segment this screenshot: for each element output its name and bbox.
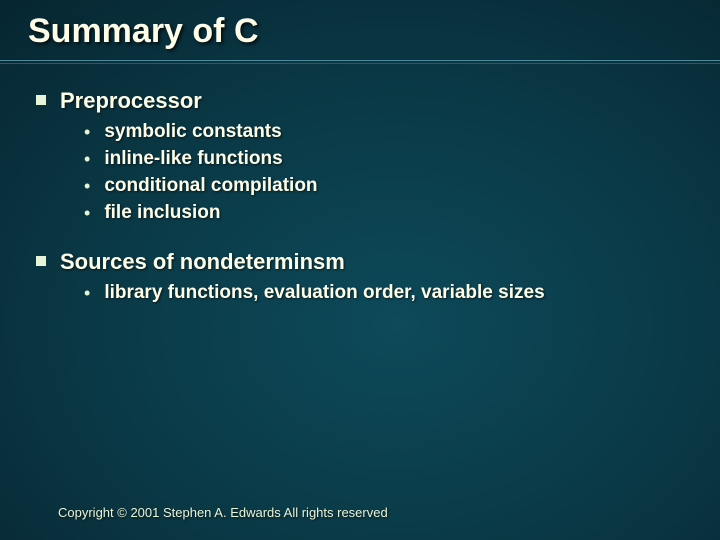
dot-bullet-icon: • bbox=[84, 120, 90, 144]
square-bullet-icon bbox=[36, 256, 46, 266]
list-item: • conditional compilation bbox=[84, 174, 684, 198]
copyright-footer: Copyright © 2001 Stephen A. Edwards All … bbox=[58, 505, 388, 520]
list-item-text: conditional compilation bbox=[104, 174, 317, 198]
dot-bullet-icon: • bbox=[84, 201, 90, 225]
dot-bullet-icon: • bbox=[84, 147, 90, 171]
square-bullet-icon bbox=[36, 95, 46, 105]
dot-bullet-icon: • bbox=[84, 174, 90, 198]
title-underline-bottom bbox=[0, 63, 720, 64]
list-item-text: symbolic constants bbox=[104, 120, 281, 144]
list-item-text: inline-like functions bbox=[104, 147, 282, 171]
section-heading: Sources of nondeterminsm bbox=[60, 249, 345, 275]
list-item-text: library functions, evaluation order, var… bbox=[104, 281, 544, 305]
section-row: Preprocessor bbox=[36, 88, 684, 114]
title-underline-top bbox=[0, 60, 720, 61]
list-item: • inline-like functions bbox=[84, 147, 684, 171]
slide-content: Preprocessor • symbolic constants • inli… bbox=[36, 88, 684, 329]
list-item: • file inclusion bbox=[84, 201, 684, 225]
sub-list: • library functions, evaluation order, v… bbox=[84, 281, 684, 305]
section-row: Sources of nondeterminsm bbox=[36, 249, 684, 275]
sub-list: • symbolic constants • inline-like funct… bbox=[84, 120, 684, 225]
dot-bullet-icon: • bbox=[84, 281, 90, 305]
section-heading: Preprocessor bbox=[60, 88, 202, 114]
list-item: • library functions, evaluation order, v… bbox=[84, 281, 684, 305]
slide: Summary of C Preprocessor • symbolic con… bbox=[0, 0, 720, 540]
list-item-text: file inclusion bbox=[104, 201, 220, 225]
slide-title: Summary of C bbox=[28, 12, 259, 51]
list-item: • symbolic constants bbox=[84, 120, 684, 144]
